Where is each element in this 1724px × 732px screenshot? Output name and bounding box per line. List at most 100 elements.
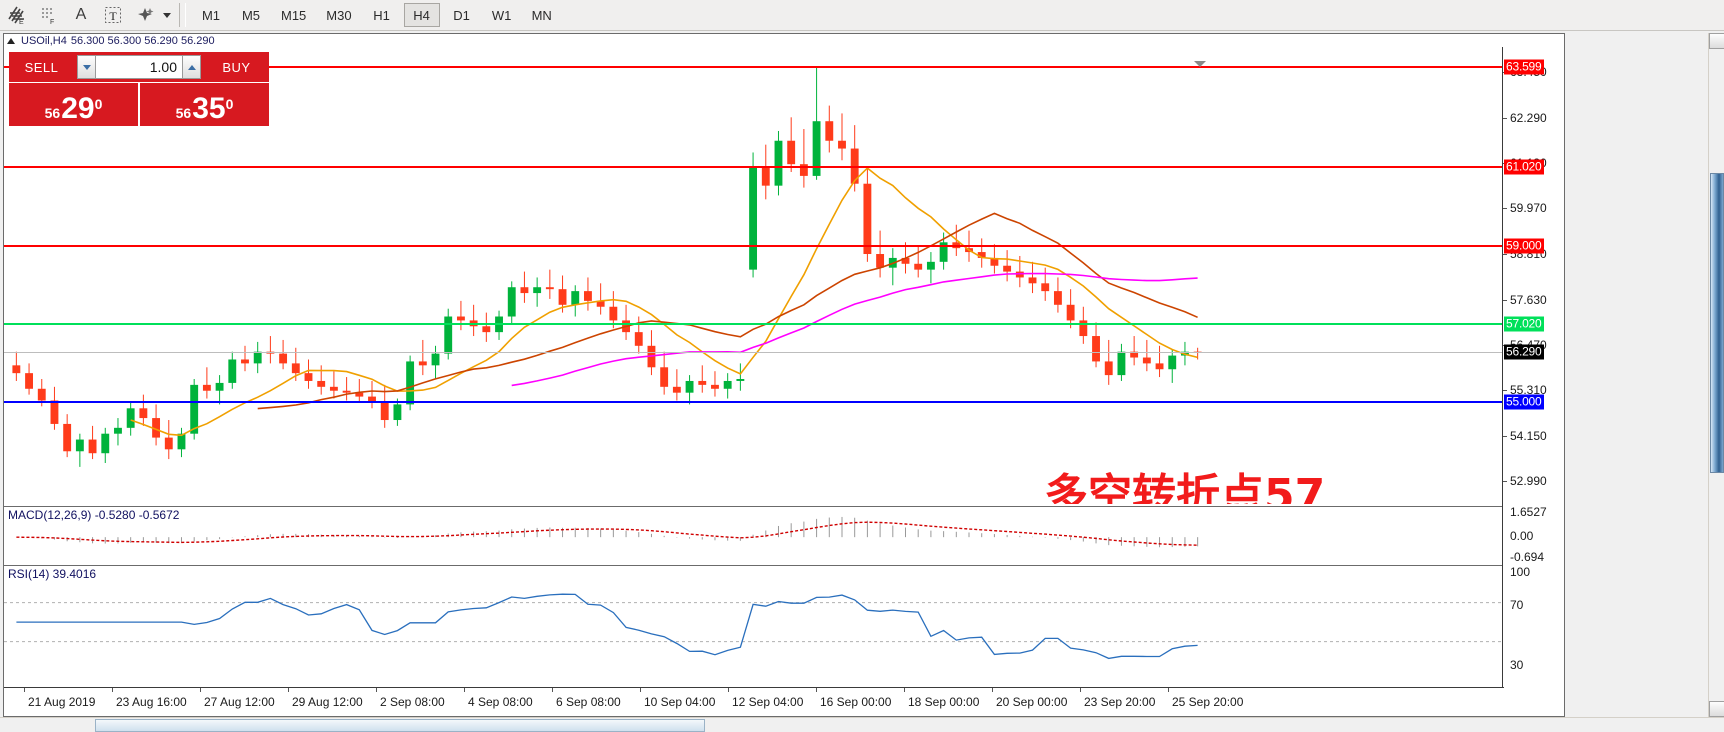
scroll-down-arrow-icon[interactable]	[1709, 701, 1724, 717]
timeframe-m5[interactable]: M5	[241, 7, 261, 23]
buy-price-display[interactable]: 56 35 0	[140, 83, 269, 126]
main-toolbar: E F A T	[0, 0, 1724, 31]
svg-text:T: T	[109, 9, 117, 23]
price-candles	[12, 66, 1202, 467]
chart-ohlc-values: 56.300 56.300 56.290 56.290	[70, 34, 215, 47]
time-tick	[992, 688, 993, 692]
chart-text-annotation: 多空转折点57	[1044, 470, 1326, 504]
price-level-line[interactable]	[4, 401, 1504, 404]
volume-increase-button[interactable]	[182, 55, 201, 79]
time-tick-label: 6 Sep 08:00	[556, 695, 621, 709]
timeframe-mn[interactable]: MN	[531, 7, 552, 23]
time-tick-label: 10 Sep 04:00	[644, 695, 716, 709]
rsi-line	[16, 593, 1198, 660]
price-level-line[interactable]	[4, 65, 1504, 68]
macd-pane[interactable]: MACD(12,26,9) -0.5280 -0.5672	[4, 506, 1504, 564]
price-tick-label: 57.630	[1510, 292, 1547, 307]
collapse-triangle-icon[interactable]	[7, 37, 15, 44]
chart-scroll-handle-icon[interactable]	[1194, 61, 1207, 67]
volume-decrease-button[interactable]	[77, 55, 96, 79]
macd-signal-line	[16, 521, 1198, 546]
price-level-tag[interactable]: 55.000	[1504, 394, 1544, 410]
svg-text:E: E	[19, 19, 24, 26]
moving-average-line	[130, 167, 1198, 437]
timeframe-m1[interactable]: M1	[201, 7, 221, 23]
time-tick-label: 29 Aug 12:00	[292, 695, 363, 709]
price-tick	[1503, 435, 1507, 437]
volume-input[interactable]: 1.00	[96, 55, 182, 79]
rsi-tick-label: 70	[1510, 598, 1524, 613]
expert-advisors-icon[interactable]: F	[34, 1, 64, 29]
price-scale[interactable]: 63.45062.29061.13059.97058.81057.63056.4…	[1502, 47, 1564, 687]
svg-text:F: F	[50, 19, 54, 26]
sell-price-main: 29	[61, 92, 95, 125]
time-tick	[904, 688, 905, 692]
timeframe-h4[interactable]: H4	[403, 3, 440, 27]
objects-icon[interactable]	[130, 1, 160, 29]
sell-price-integer: 56	[44, 105, 61, 121]
price-tick-label: 55.310	[1510, 383, 1547, 398]
price-level-line[interactable]	[4, 245, 1504, 248]
macd-tick-label: -0.694	[1510, 550, 1545, 565]
one-click-trading-panel[interactable]: SELL 1.00 BUY 56 29 0 56 35 0	[9, 52, 269, 126]
rsi-label: RSI(14) 39.4016	[8, 567, 97, 581]
objects-dropdown-caret[interactable]	[160, 1, 174, 29]
sell-button[interactable]: SELL	[9, 52, 74, 82]
time-tick	[200, 688, 201, 692]
rsi-tick-label: 30	[1510, 658, 1524, 673]
price-level-line[interactable]	[4, 322, 1504, 325]
chart-area[interactable]: USOil,H4 56.300 56.300 56.290 56.290 多空转…	[3, 33, 1565, 717]
price-tick-label: 62.290	[1510, 110, 1547, 125]
time-tick-label: 16 Sep 00:00	[820, 695, 892, 709]
horizontal-scrollbar[interactable]	[0, 717, 1724, 732]
timeframe-w1[interactable]: W1	[491, 7, 512, 23]
timeframe-h1[interactable]: H1	[373, 7, 390, 23]
time-scale[interactable]: 21 Aug 2019 23 Aug 16:00 27 Aug 12:00 29 Au…	[4, 687, 1504, 716]
time-tick	[552, 688, 553, 692]
time-tick-label: 12 Sep 04:00	[732, 695, 804, 709]
text-object-icon[interactable]: T	[98, 1, 128, 29]
buy-button[interactable]: BUY	[204, 52, 269, 82]
price-tick	[1503, 208, 1507, 210]
time-tick-label: 27 Aug 12:00	[204, 695, 275, 709]
vertical-scrollbar[interactable]	[1708, 33, 1724, 717]
macd-tick-label: 0.00	[1510, 529, 1534, 544]
rsi-pane[interactable]: RSI(14) 39.4016	[4, 565, 1504, 687]
sell-price-display[interactable]: 56 29 0	[9, 83, 138, 126]
time-tick-label: 23 Sep 20:00	[1084, 695, 1156, 709]
time-tick-label: 25 Sep 20:00	[1172, 695, 1244, 709]
time-tick	[376, 688, 377, 692]
chart-symbol-header: USOil,H4 56.300 56.300 56.290 56.290	[4, 34, 1564, 47]
chart-symbol-label: USOil,H4	[21, 34, 67, 47]
moving-average-line	[257, 212, 1198, 410]
macd-tick-label: 1.6527	[1510, 504, 1547, 519]
horizontal-scroll-thumb[interactable]	[95, 719, 705, 732]
price-tick	[1503, 299, 1507, 301]
time-tick	[1168, 688, 1169, 692]
time-tick	[816, 688, 817, 692]
time-tick	[288, 688, 289, 692]
timeframe-m30[interactable]: M30	[326, 7, 352, 23]
vertical-scroll-thumb[interactable]	[1710, 173, 1724, 473]
price-level-tag[interactable]: 57.020	[1504, 316, 1544, 332]
timeframe-m15[interactable]: M15	[281, 7, 307, 23]
time-tick-label: 23 Aug 16:00	[116, 695, 187, 709]
price-pane[interactable]: 多空转折点57	[4, 47, 1504, 504]
price-tick-label: 59.970	[1510, 201, 1547, 216]
time-tick	[24, 688, 25, 692]
volume-control: 1.00	[74, 52, 204, 82]
scroll-up-arrow-icon[interactable]	[1709, 33, 1724, 49]
trade-panel-top-row: SELL 1.00 BUY	[9, 52, 269, 82]
price-level-tag[interactable]: 63.599	[1504, 59, 1544, 75]
indicators-icon[interactable]: E	[2, 1, 32, 29]
text-label-icon[interactable]: A	[75, 6, 87, 23]
price-level-tag[interactable]: 61.020	[1504, 159, 1544, 175]
price-level-line[interactable]	[4, 166, 1504, 169]
buy-price-main: 35	[192, 92, 226, 125]
timeframe-d1[interactable]: D1	[453, 7, 470, 23]
price-level-tag[interactable]: 59.000	[1504, 238, 1544, 254]
time-tick	[1080, 688, 1081, 692]
time-tick-label: 18 Sep 00:00	[908, 695, 980, 709]
current-price-tag[interactable]: 56.290	[1504, 344, 1544, 360]
